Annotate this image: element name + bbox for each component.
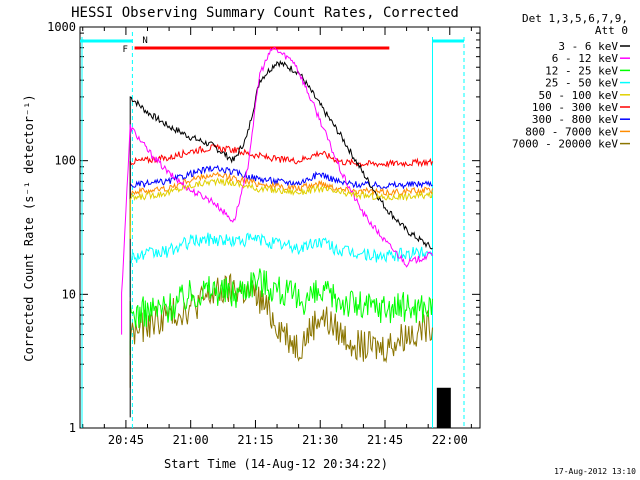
legend-entry-label: 25 - 50 keV [545, 77, 618, 90]
y-tick-label: 1 [69, 421, 76, 435]
legend-entry-label: 12 - 25 keV [545, 64, 618, 77]
x-tick-label: 21:30 [302, 433, 338, 447]
y-axis-label: Corrected Count Rate (s⁻¹ detector⁻¹) [22, 94, 36, 361]
x-tick-label: 21:15 [237, 433, 273, 447]
legend-entry-label: 50 - 100 keV [539, 89, 619, 102]
y-tick-label: 10 [62, 287, 76, 301]
series-line-1 [121, 47, 433, 335]
legend-entry-label: 3 - 6 keV [558, 40, 618, 53]
legend-entry-label: 800 - 7000 keV [525, 125, 618, 138]
series-line-8 [129, 272, 433, 388]
legend-entry-label: 100 - 300 keV [532, 101, 618, 114]
series-line-6 [129, 164, 433, 226]
timestamp: 17-Aug-2012 13:10 [554, 467, 636, 476]
series-line-0 [129, 59, 433, 418]
series-line-4 [129, 177, 433, 239]
series-line-3 [129, 232, 433, 298]
series-line-7 [129, 171, 433, 233]
legend-entry-label: 300 - 800 keV [532, 113, 618, 126]
data-gap-block [436, 387, 451, 428]
plot-frame [79, 26, 481, 429]
night-flag-label: N [142, 36, 147, 46]
flare-flag-label: F [123, 45, 128, 55]
x-axis-label: Start Time (14-Aug-12 20:34:22) [164, 457, 388, 471]
chart-title: HESSI Observing Summary Count Rates, Cor… [71, 5, 459, 21]
y-tick-label: 100 [54, 154, 76, 168]
legend-entry-label: 6 - 12 keV [552, 52, 619, 65]
series-line-2 [129, 268, 433, 356]
legend-title-line: Det 1,3,5,6,7,9, [522, 12, 628, 25]
y-tick-label: 1000 [47, 20, 76, 34]
plot-area: 1 10 100 1000 20:45 21:00 21:15 21:30 21:45 22:00… [47, 20, 481, 447]
x-tick-label: 22:00 [432, 433, 468, 447]
legend-entry-label: 7000 - 20000 keV [512, 138, 618, 151]
x-tick-label: 21:00 [173, 433, 209, 447]
x-tick-label: 20:45 [108, 433, 144, 447]
legend-title-line: Att 0 [595, 24, 628, 37]
x-tick-label: 21:45 [367, 433, 403, 447]
series-line-5 [129, 143, 433, 203]
